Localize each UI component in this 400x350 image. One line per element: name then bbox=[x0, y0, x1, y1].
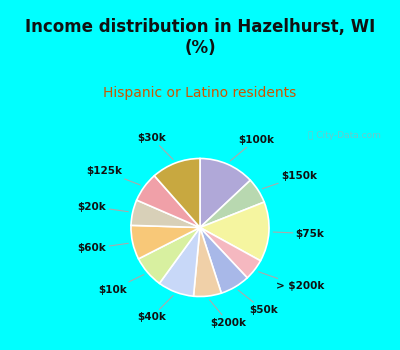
Text: $150k: $150k bbox=[262, 171, 317, 189]
Wedge shape bbox=[131, 200, 200, 228]
Wedge shape bbox=[200, 180, 264, 228]
Text: $75k: $75k bbox=[273, 229, 324, 238]
Wedge shape bbox=[200, 202, 269, 261]
Wedge shape bbox=[200, 228, 260, 278]
Wedge shape bbox=[200, 159, 250, 228]
Wedge shape bbox=[138, 228, 200, 284]
Text: Income distribution in Hazelhurst, WI
(%): Income distribution in Hazelhurst, WI (%… bbox=[25, 18, 375, 57]
Wedge shape bbox=[154, 159, 200, 228]
Text: $20k: $20k bbox=[78, 202, 128, 212]
Wedge shape bbox=[131, 225, 200, 259]
Wedge shape bbox=[160, 228, 200, 296]
Text: $40k: $40k bbox=[137, 295, 173, 322]
Text: $30k: $30k bbox=[137, 133, 173, 160]
Wedge shape bbox=[194, 228, 221, 296]
Text: Hispanic or Latino residents: Hispanic or Latino residents bbox=[103, 86, 297, 100]
Text: $60k: $60k bbox=[78, 243, 128, 253]
Text: $100k: $100k bbox=[230, 134, 274, 161]
Text: $200k: $200k bbox=[210, 300, 246, 328]
Text: > $200k: > $200k bbox=[258, 272, 324, 291]
Text: ⓘ City-Data.com: ⓘ City-Data.com bbox=[308, 131, 380, 140]
Text: $125k: $125k bbox=[86, 166, 140, 185]
Text: $10k: $10k bbox=[98, 275, 144, 295]
Text: $50k: $50k bbox=[238, 290, 278, 315]
Wedge shape bbox=[137, 176, 200, 228]
Wedge shape bbox=[200, 228, 247, 293]
